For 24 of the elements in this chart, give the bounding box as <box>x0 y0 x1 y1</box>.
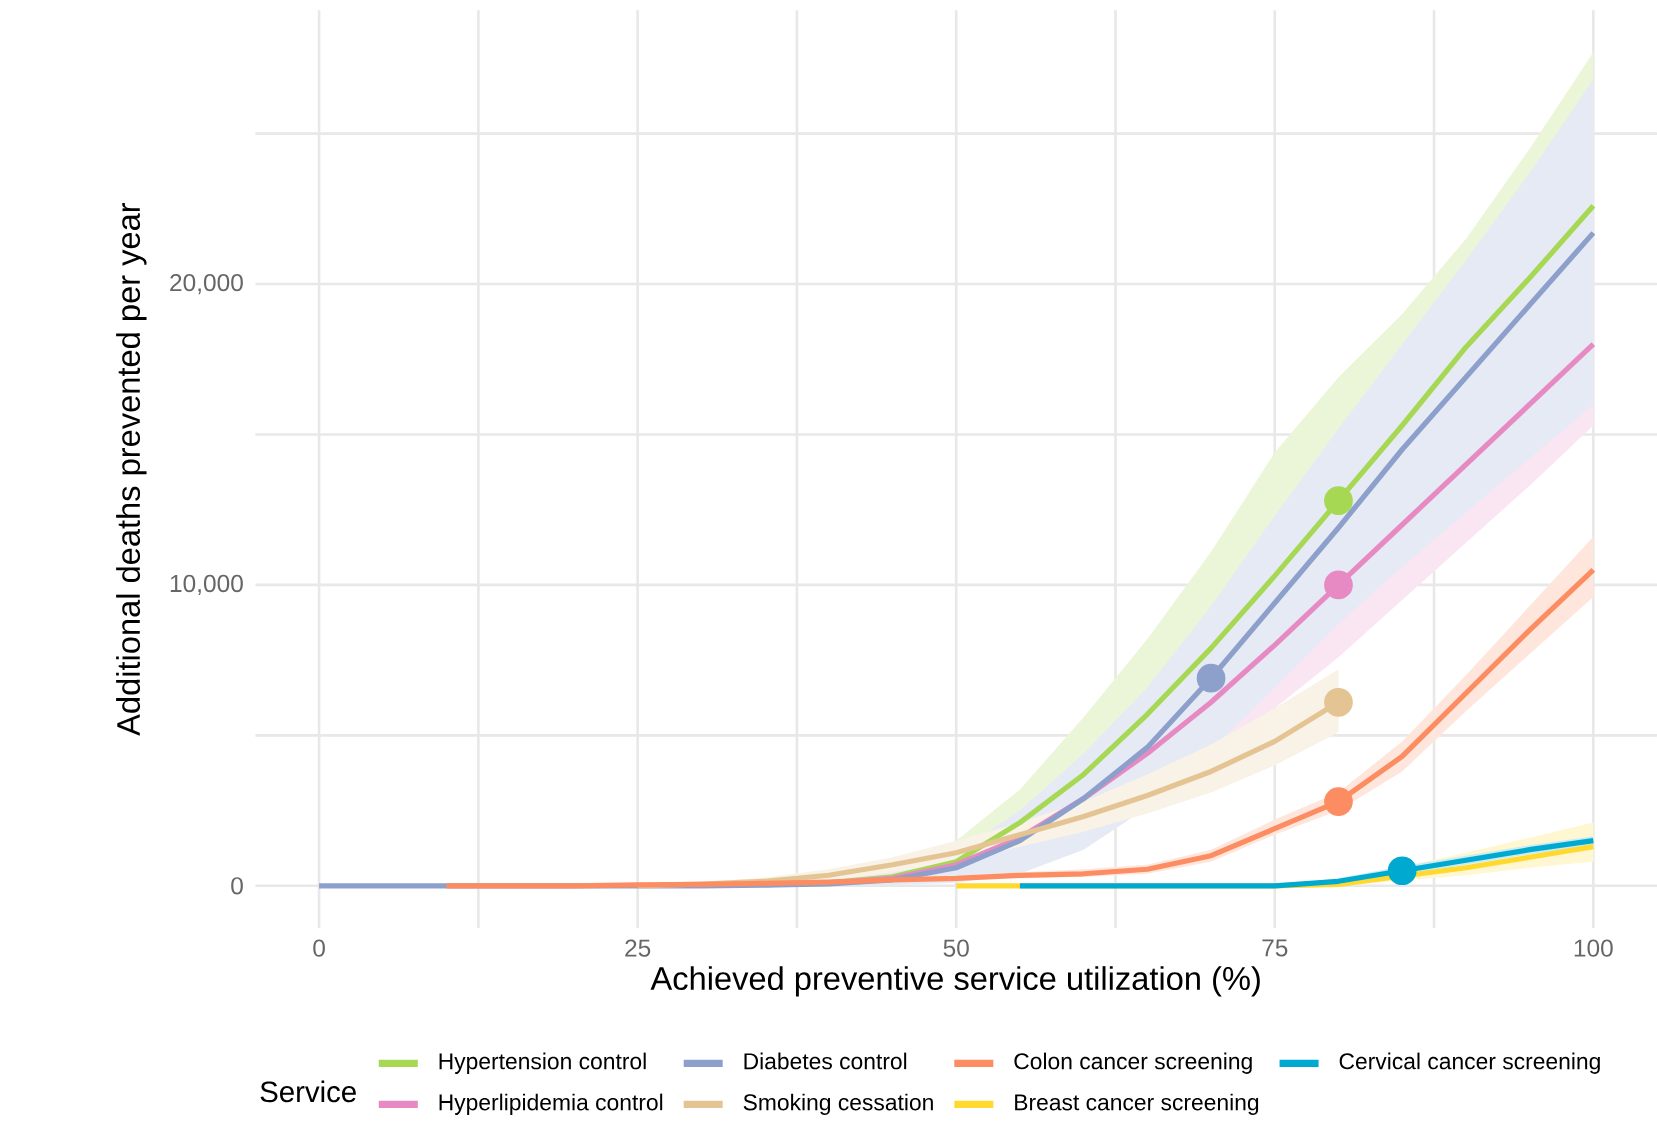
y-tick-label: 10,000 <box>170 574 243 595</box>
point <box>1387 856 1417 886</box>
y-axis-title: Additional deaths prevented per year <box>116 202 147 736</box>
y-tick-label: 20,000 <box>170 273 243 295</box>
y-tick-label: 0 <box>231 877 243 895</box>
x-tick-label: 0 <box>313 939 325 957</box>
legend-title: Service <box>260 1080 356 1103</box>
legend-label: Hyperlipidemia control <box>439 1093 663 1115</box>
point <box>1324 687 1353 717</box>
legend-label: Colon cancer screening <box>1014 1052 1252 1074</box>
point <box>1324 570 1353 600</box>
x-tick-label: 75 <box>1262 939 1288 957</box>
point <box>1324 787 1353 816</box>
legend-label: Hypertension control <box>439 1052 646 1074</box>
x-tick-label: 100 <box>1574 939 1613 957</box>
legend-label: Smoking cessation <box>743 1093 933 1115</box>
x-tick-label: 25 <box>625 939 651 957</box>
point <box>1196 663 1226 693</box>
legend-label: Cervical cancer screening <box>1339 1052 1600 1074</box>
point <box>1324 486 1353 515</box>
legend-label: Diabetes control <box>744 1052 907 1070</box>
x-axis-title: Achieved preventive service utilization (%) <box>650 966 1260 997</box>
legend-label: Breast cancer screening <box>1015 1093 1259 1115</box>
x-tick-label: 50 <box>943 939 969 957</box>
